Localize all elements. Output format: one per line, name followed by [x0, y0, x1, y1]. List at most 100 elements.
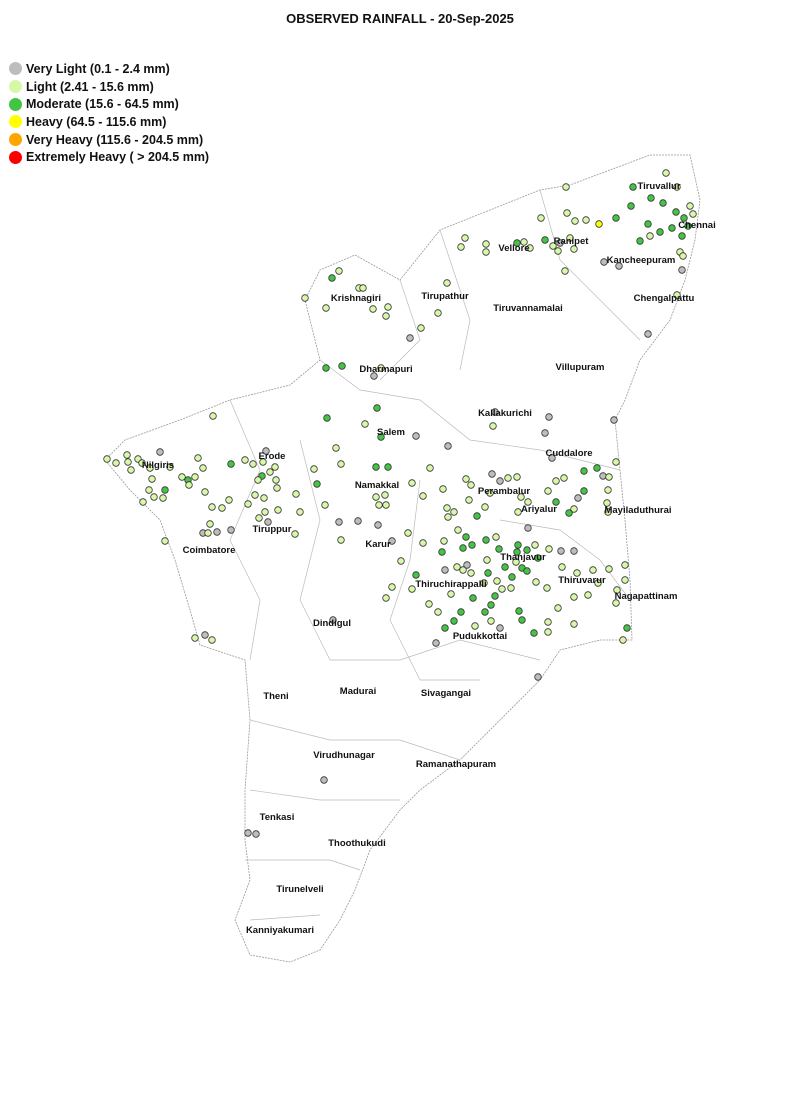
station-marker-light — [292, 490, 300, 498]
station-marker-light — [467, 481, 475, 489]
district-boundary — [299, 439, 541, 661]
station-marker-light — [481, 503, 489, 511]
station-marker-light — [562, 183, 570, 191]
station-marker-light — [545, 545, 553, 553]
legend-label: Heavy (64.5 - 115.6 mm) — [26, 114, 167, 129]
station-marker-very-light — [600, 258, 608, 266]
district-boundary — [229, 399, 261, 661]
station-marker-moderate — [473, 512, 481, 520]
district-label: Perambalur — [478, 486, 531, 497]
station-marker-light — [434, 309, 442, 317]
station-marker-light — [404, 529, 412, 537]
station-marker-moderate — [338, 362, 346, 370]
station-marker-light — [209, 412, 217, 420]
station-marker-light — [604, 486, 612, 494]
station-marker-moderate — [384, 463, 392, 471]
station-marker-light — [382, 312, 390, 320]
station-marker-moderate — [580, 487, 588, 495]
station-marker-very-light — [406, 334, 414, 342]
station-marker-very-light — [524, 524, 532, 532]
station-marker-light — [301, 294, 309, 302]
station-marker-light — [310, 465, 318, 473]
station-marker-light — [480, 579, 488, 587]
district-label: Tirupathur — [421, 291, 469, 302]
station-marker-light — [504, 474, 512, 482]
station-marker-very-light — [252, 830, 260, 838]
station-marker-light — [271, 463, 279, 471]
station-marker-light — [679, 252, 687, 260]
district-label: Namakkal — [355, 480, 399, 491]
station-marker-light — [517, 493, 525, 501]
station-markers — [103, 169, 697, 838]
station-marker-moderate — [627, 202, 635, 210]
station-marker-light — [218, 504, 226, 512]
district-boundary — [439, 229, 471, 371]
legend-item-light: Light (2.41 - 15.6 mm) — [9, 78, 209, 96]
station-marker-moderate — [227, 460, 235, 468]
station-marker-light — [604, 508, 612, 516]
station-marker-light — [145, 486, 153, 494]
district-label: Nagapattinam — [615, 591, 678, 602]
district-label: Ariyalur — [521, 504, 557, 515]
station-marker-moderate — [552, 498, 560, 506]
station-marker-light — [359, 284, 367, 292]
station-marker-light — [570, 245, 578, 253]
station-marker-moderate — [501, 563, 509, 571]
station-marker-light — [563, 209, 571, 217]
station-marker-light — [467, 569, 475, 577]
district-label: Erode — [259, 451, 286, 462]
station-marker-light — [582, 216, 590, 224]
station-marker-light — [166, 463, 174, 471]
station-marker-light — [594, 579, 602, 587]
station-marker-moderate — [469, 594, 477, 602]
legend-swatch — [9, 133, 22, 147]
station-marker-light — [646, 232, 654, 240]
station-marker-light — [159, 494, 167, 502]
station-marker-moderate — [612, 214, 620, 222]
station-marker-light — [138, 459, 146, 467]
station-marker-moderate — [659, 199, 667, 207]
station-marker-light — [543, 584, 551, 592]
station-marker-light — [255, 514, 263, 522]
station-marker-light — [273, 484, 281, 492]
station-marker-moderate — [450, 617, 458, 625]
station-marker-moderate — [484, 569, 492, 577]
legend-item-very-light: Very Light (0.1 - 2.4 mm) — [9, 60, 209, 78]
station-marker-light — [487, 617, 495, 625]
station-marker-light — [382, 501, 390, 509]
station-marker-light — [388, 583, 396, 591]
district-label: Tenkasi — [260, 812, 295, 823]
station-marker-light — [272, 476, 280, 484]
station-marker-light — [377, 364, 385, 372]
station-marker-very-light — [541, 429, 549, 437]
station-marker-light — [322, 304, 330, 312]
station-marker-light — [332, 444, 340, 452]
station-marker-moderate — [515, 607, 523, 615]
district-label: Kancheepuram — [607, 255, 676, 266]
station-marker-very-light — [644, 330, 652, 338]
station-marker-moderate — [580, 467, 588, 475]
station-marker-light — [554, 604, 562, 612]
station-marker-light — [241, 456, 249, 464]
station-marker-moderate — [487, 601, 495, 609]
station-marker-light — [384, 303, 392, 311]
station-marker-light — [483, 556, 491, 564]
district-label: Sivagangai — [421, 688, 471, 699]
station-marker-moderate — [523, 567, 531, 575]
station-marker-light — [489, 422, 497, 430]
station-marker-light — [570, 620, 578, 628]
station-marker-very-light — [156, 448, 164, 456]
legend-item-moderate: Moderate (15.6 - 64.5 mm) — [9, 95, 209, 113]
legend-item-very-heavy: Very Heavy (115.6 - 204.5 mm) — [9, 131, 209, 149]
district-label: Coimbatore — [183, 545, 236, 556]
station-marker-light — [482, 240, 490, 248]
legend-item-heavy: Heavy (64.5 - 115.6 mm) — [9, 113, 209, 131]
district-boundary — [249, 719, 461, 761]
legend-label: Very Heavy (115.6 - 204.5 mm) — [26, 132, 204, 147]
legend-label: Moderate (15.6 - 64.5 mm) — [26, 97, 179, 112]
station-marker-light — [249, 460, 257, 468]
station-marker-light — [492, 533, 500, 541]
station-marker-light — [337, 536, 345, 544]
station-marker-moderate — [514, 541, 522, 549]
station-marker-light — [621, 576, 629, 584]
